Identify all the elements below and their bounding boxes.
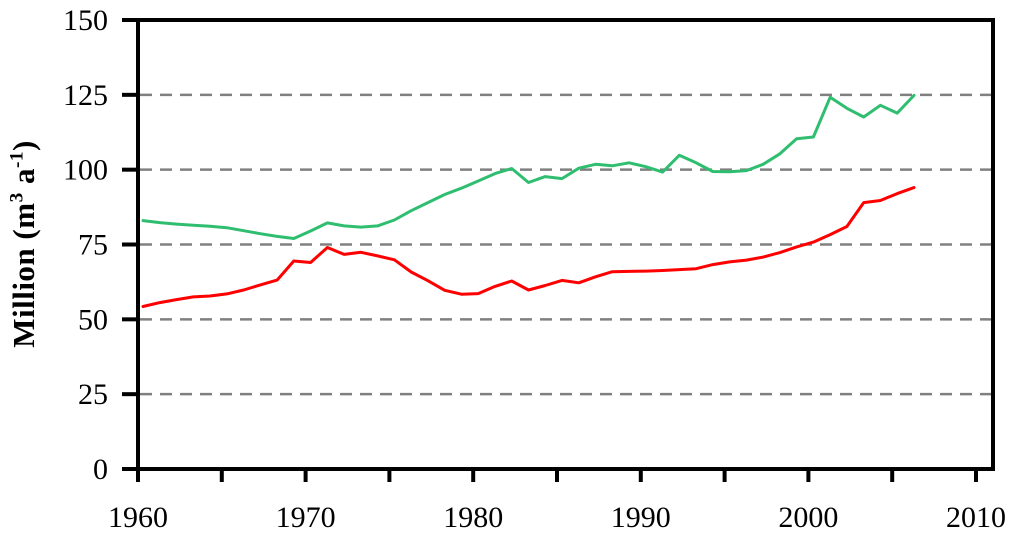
x-tick-label-1990: 1990: [611, 501, 671, 534]
x-tick-label-2000: 2000: [778, 501, 838, 534]
series-group: [141, 93, 916, 308]
x-tick-label-1970: 1970: [276, 501, 336, 534]
y-axis-title-text: Million (m: [6, 202, 41, 348]
y-axis-title: Million (m3 a-1): [6, 140, 42, 348]
y-tick-label-100: 100: [63, 154, 108, 187]
x-tick-label-1980: 1980: [443, 501, 503, 534]
y-axis-title-sup-3: 3: [6, 192, 28, 203]
axis-labels-group: 0 25 50 75 100 125 150 1960 1970 1980 1990 2000 2010: [63, 4, 1006, 534]
y-tick-label-25: 25: [78, 378, 108, 411]
y-tick-label-0: 0: [93, 453, 108, 486]
x-tick-label-1960: 1960: [108, 501, 168, 534]
red-series-line: [141, 186, 916, 308]
x-tick-label-2010: 2010: [946, 501, 1006, 534]
y-tick-label-50: 50: [78, 303, 108, 336]
y-tick-label-125: 125: [63, 79, 108, 112]
y-axis-title-suffix: ): [6, 140, 41, 152]
y-axis-title-sup-minus1: -1: [6, 151, 28, 169]
y-axis-title-mid: a: [6, 168, 41, 193]
green-series-line: [141, 93, 916, 240]
gridlines-group: [140, 93, 991, 396]
axes-group: [122, 18, 995, 482]
y-tick-label-150: 150: [63, 4, 108, 37]
y-tick-label-75: 75: [78, 229, 108, 262]
